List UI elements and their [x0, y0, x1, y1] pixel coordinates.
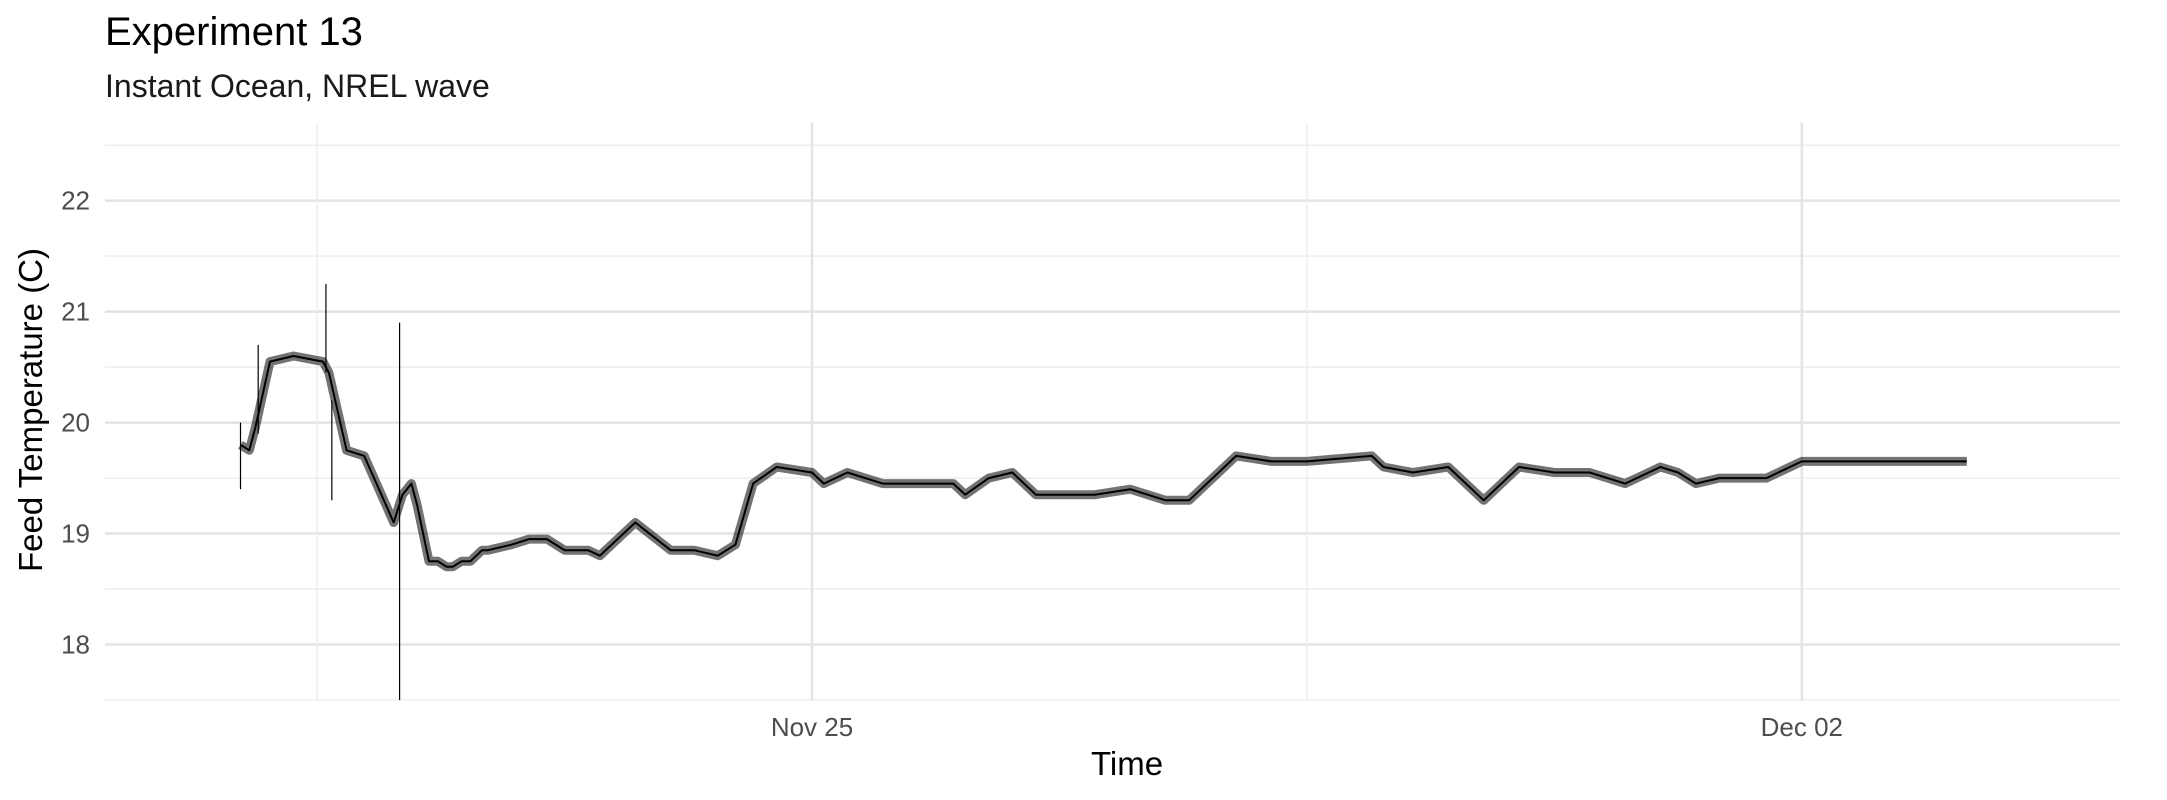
- data-layer: [238, 283, 1967, 700]
- x-axis-title: Time: [1091, 745, 1163, 782]
- y-tick-label: 18: [61, 630, 90, 660]
- y-tick-label: 22: [61, 186, 90, 216]
- x-tick-label: Nov 25: [771, 712, 853, 742]
- y-tick-label: 19: [61, 519, 90, 549]
- y-axis-title: Feed Temperature (C): [12, 248, 49, 572]
- x-tick-label: Dec 02: [1761, 712, 1843, 742]
- tick-layer: 18 19 20 21 22 Nov 25 Dec 02: [61, 186, 1843, 742]
- series-line: [239, 355, 1967, 568]
- y-tick-label: 21: [61, 297, 90, 327]
- series-line-band: [238, 351, 1967, 572]
- y-tick-label: 20: [61, 408, 90, 438]
- grid-layer: [105, 123, 2120, 701]
- chart-title: Experiment 13: [105, 10, 363, 54]
- chart-subtitle: Instant Ocean, NREL wave: [105, 68, 490, 104]
